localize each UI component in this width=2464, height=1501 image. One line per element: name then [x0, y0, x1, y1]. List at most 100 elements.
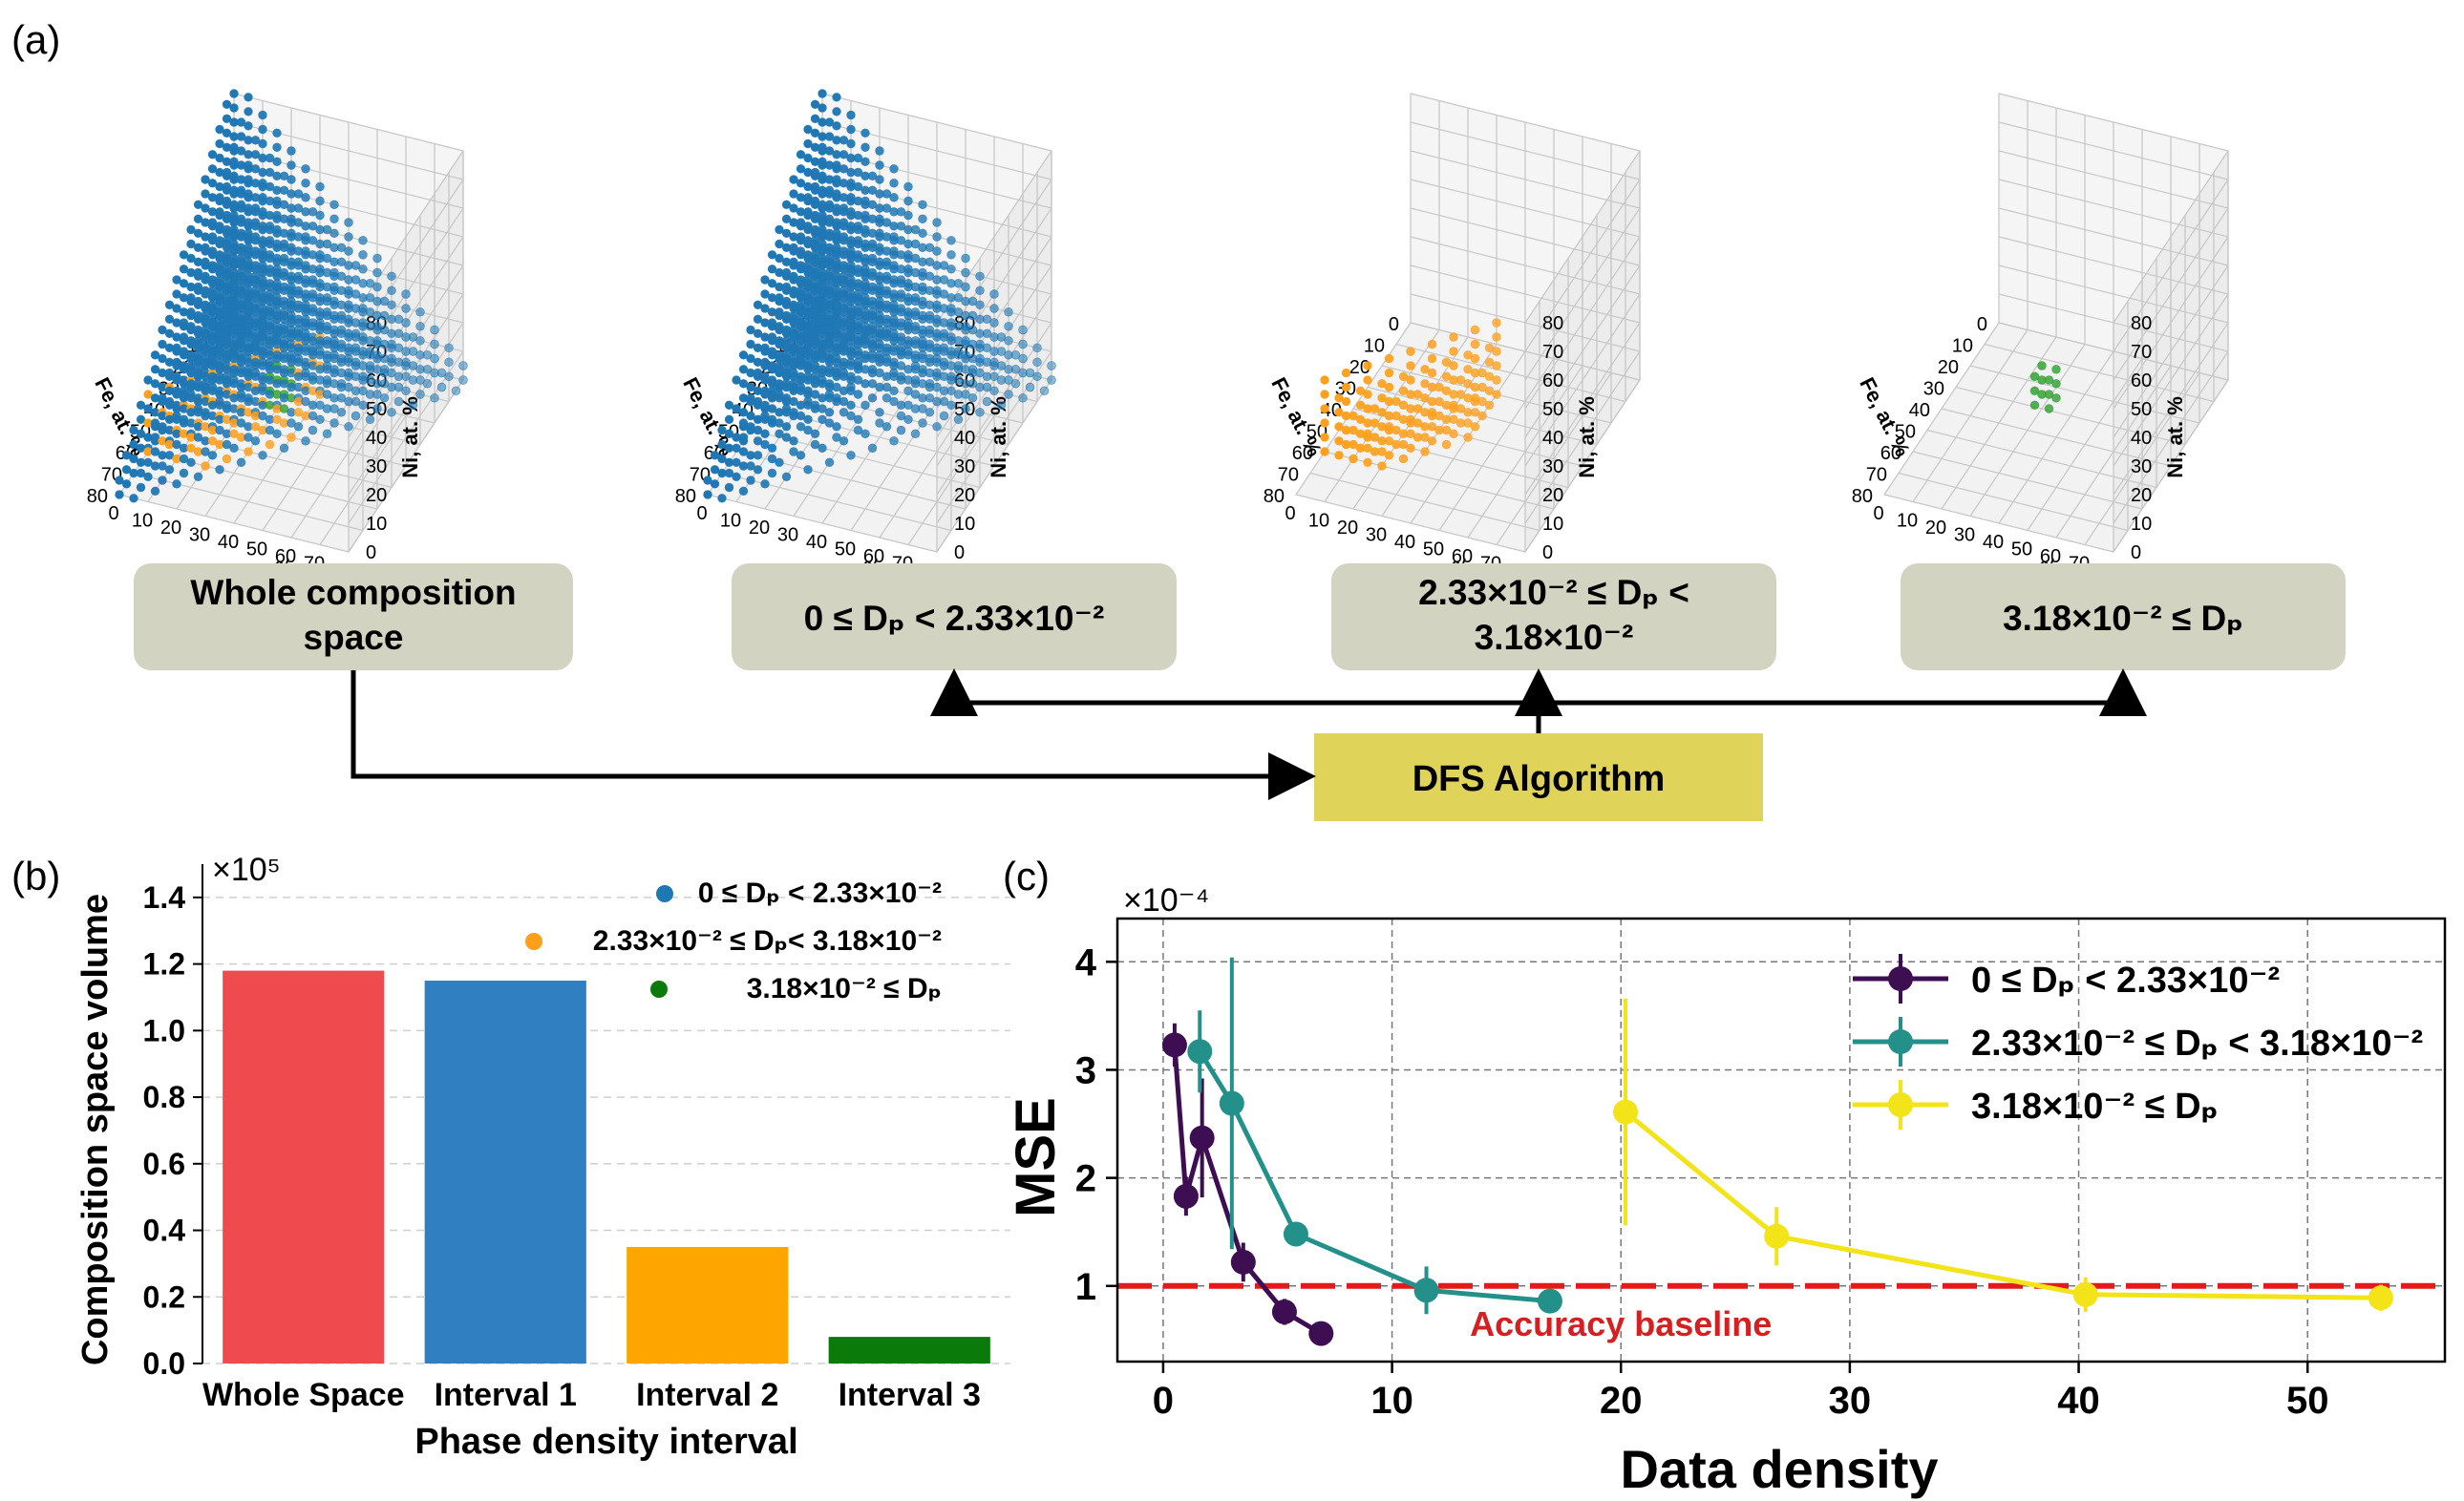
scatter-point: [229, 89, 239, 98]
scatter-point: [329, 404, 339, 413]
grid-line: [721, 472, 952, 532]
scatter-point: [1377, 461, 1387, 471]
scatter-point: [767, 264, 777, 274]
scatter-point: [1455, 375, 1466, 385]
grid-line: [1998, 207, 2229, 266]
scatter-point: [372, 404, 382, 413]
co-tick: 40: [1983, 532, 2004, 553]
grid-line: [133, 472, 364, 532]
scatter-point: [322, 239, 332, 249]
grid-line: [1410, 150, 1641, 209]
scatter-point: [436, 382, 447, 392]
scatter-point: [996, 400, 1007, 410]
bar-legend-marker: [525, 933, 542, 950]
scatter-point: [1470, 325, 1480, 335]
scatter-point: [717, 439, 727, 450]
scatter-point: [775, 253, 784, 264]
scatter-point: [186, 457, 196, 467]
scatter-point: [222, 128, 232, 138]
grid-line: [1410, 179, 1641, 238]
scatter-point: [753, 465, 763, 475]
scatter-point: [939, 289, 949, 299]
scatter-point: [818, 404, 827, 413]
fe-tick: 50: [1895, 422, 1916, 443]
interval1-box: [732, 563, 1177, 670]
scatter-point: [846, 411, 856, 421]
scatter-point: [832, 422, 841, 432]
scatter-point: [222, 439, 232, 450]
scatter-point: [1384, 382, 1394, 392]
scatter-point: [1470, 353, 1480, 364]
scatter-point: [315, 181, 325, 192]
grid-line: [1410, 121, 1641, 180]
line-legend-marker: [1888, 966, 1913, 991]
ni-tick: 50: [1542, 399, 1563, 420]
scatter-point: [422, 350, 433, 360]
scatter-point: [760, 439, 770, 450]
line-x-tick-label: 0: [1153, 1380, 1174, 1422]
bar-y-tick-label: 1.2: [143, 947, 185, 982]
scatter-point: [430, 339, 439, 349]
grid-line: [936, 379, 1052, 553]
scatter-point: [287, 146, 296, 156]
scatter-point: [753, 451, 763, 460]
ni-tick: 0: [366, 542, 376, 563]
scatter-point: [882, 218, 892, 227]
scatter-point: [846, 386, 856, 395]
scatter-point: [372, 390, 382, 399]
scatter-point: [1463, 418, 1473, 428]
scatter-point: [832, 121, 841, 131]
scatter-point: [975, 408, 985, 417]
data-point: [1764, 1223, 1790, 1249]
scatter-point: [939, 275, 949, 285]
scatter-point: [1455, 390, 1466, 399]
scatter-point: [415, 307, 425, 317]
scatter-point: [982, 343, 992, 352]
scatter-point: [1420, 433, 1430, 442]
scatter-point: [1004, 336, 1013, 346]
line-multiplier: ×10⁻⁴: [1123, 882, 1209, 919]
scatter-point: [1398, 439, 1409, 450]
scatter-point: [1010, 365, 1021, 374]
bar-legend-label: 2.33×10⁻² ≤ Dₚ< 3.18×10⁻²: [593, 925, 942, 957]
scatter-point: [860, 142, 870, 153]
scatter3d-panel-1: 0001010102020203030304040405050506060607…: [87, 89, 468, 598]
scatter-point: [982, 382, 992, 392]
scatter-point: [1441, 439, 1452, 450]
scatter-point: [365, 375, 375, 385]
scatter-point: [1349, 439, 1358, 450]
scatter-point: [244, 433, 253, 442]
scatter-point: [143, 375, 153, 385]
scatter-point: [193, 472, 203, 481]
scatter-point: [143, 457, 153, 467]
dfs-algorithm-label: DFS Algorithm: [1413, 759, 1666, 799]
scatter-point: [738, 365, 749, 374]
scatter-point: [1391, 396, 1401, 407]
scatter-point: [350, 396, 361, 407]
scatter-point: [358, 264, 368, 274]
scatter-point: [796, 164, 806, 174]
series-line: [1172, 1045, 1323, 1336]
scatter-point: [1477, 411, 1487, 421]
scatter-point: [379, 310, 390, 321]
dfs-algorithm-box: [1314, 733, 1763, 821]
scatter-point: [158, 476, 167, 485]
scatter-point: [336, 243, 347, 252]
scatter-point: [946, 236, 956, 245]
scatter-point: [1441, 371, 1452, 381]
scatter-point: [710, 465, 720, 475]
fe-tick: 80: [87, 486, 108, 507]
grid-line: [1926, 429, 2157, 489]
bar-2: [424, 981, 586, 1364]
scatter-point: [172, 275, 181, 285]
scatter-point: [839, 136, 849, 145]
scatter-point: [250, 150, 261, 159]
scatter-point: [946, 386, 956, 395]
panel-label-a: (a): [11, 17, 60, 62]
grid-line: [2113, 179, 2229, 352]
bar-y-tick-label: 0.2: [143, 1279, 185, 1314]
data-point: [1230, 1249, 1256, 1275]
ni-tick: 30: [2131, 456, 2152, 477]
scatter-point: [1484, 343, 1495, 352]
